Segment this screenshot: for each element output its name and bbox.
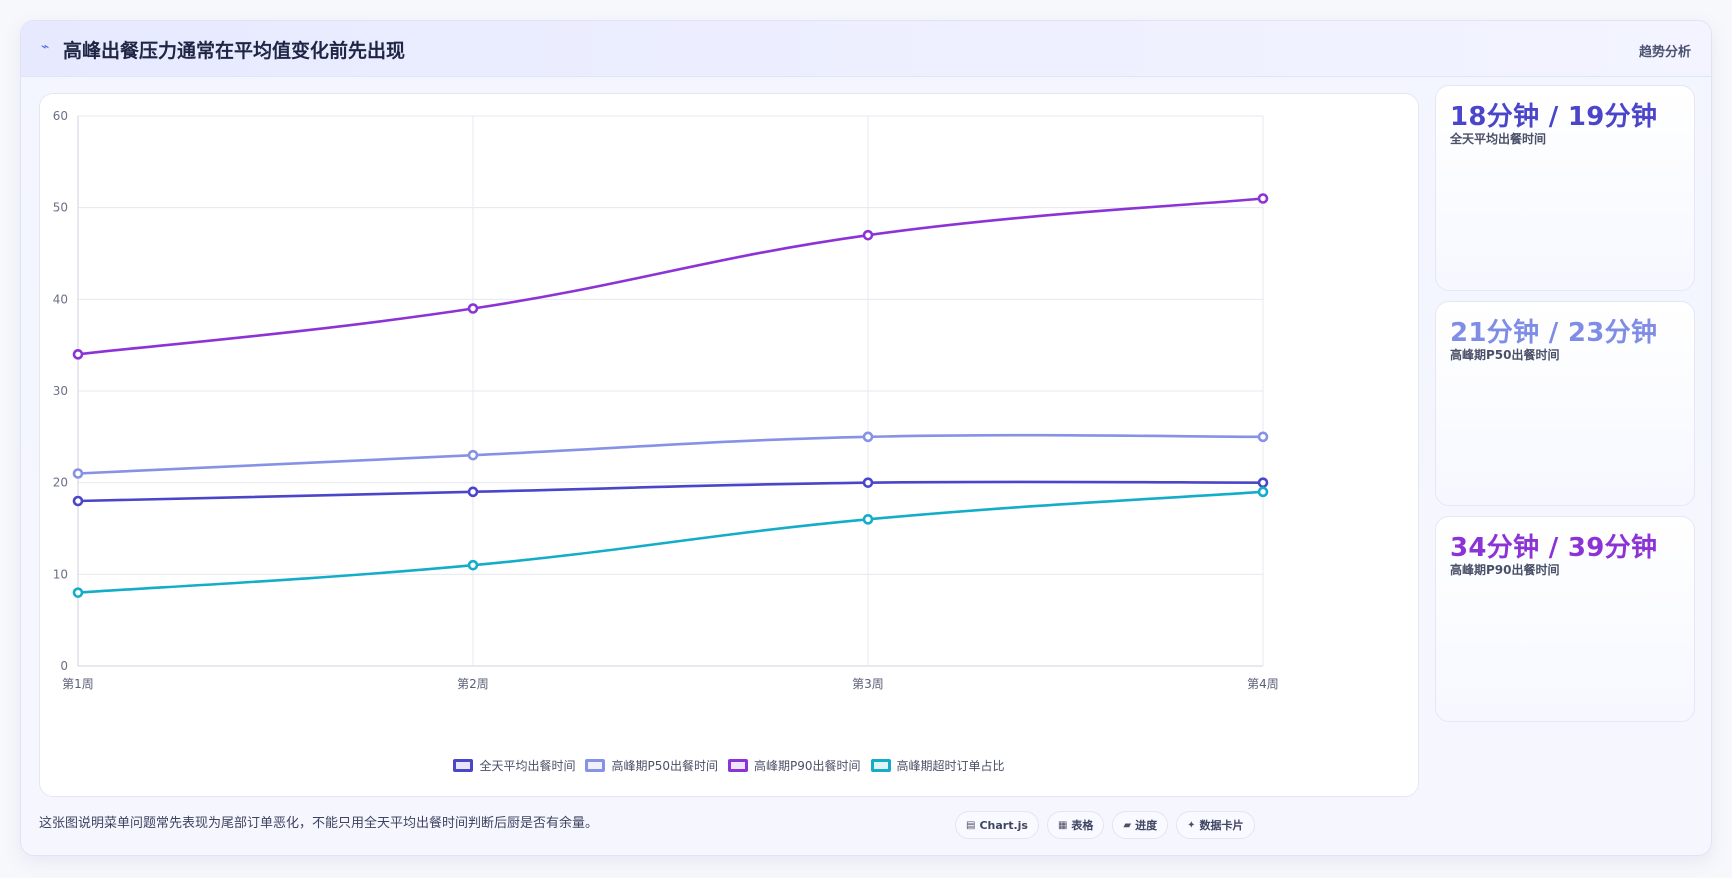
chartjs-pill[interactable]: ▤ Chart.js xyxy=(955,811,1039,839)
stat-card-avg: 18分钟 / 19分钟 全天平均出餐时间 xyxy=(1435,85,1695,291)
data-point xyxy=(1257,486,1269,498)
legend-swatch xyxy=(453,759,474,772)
stat-label: 全天平均出餐时间 xyxy=(1450,132,1547,146)
chart-icon: ▤ xyxy=(966,819,976,831)
data-point xyxy=(72,587,84,598)
stat-label: 高峰期P50出餐时间 xyxy=(1450,348,1560,362)
chart-legend: 全天平均出餐时间 高峰期P50出餐时间 高峰期P90出餐时间 高峰期超时订单占比 xyxy=(40,757,1418,775)
data-point xyxy=(72,349,84,360)
x-tick-label: 第1周 xyxy=(62,677,94,691)
table-icon: ▦ xyxy=(1057,819,1068,831)
series-line-3 xyxy=(77,490,1264,594)
legend-label: 高峰期P90出餐时间 xyxy=(754,759,861,773)
y-tick-label: 0 xyxy=(60,659,68,673)
data-point xyxy=(862,514,874,525)
legend-swatch xyxy=(585,759,606,772)
stat-value: 21分钟 / 23分钟 xyxy=(1450,318,1658,348)
data-point xyxy=(862,229,874,241)
pill-label: 进度 xyxy=(1135,819,1158,832)
data-point xyxy=(862,431,874,443)
x-tick-label: 第4周 xyxy=(1247,677,1279,691)
footer-note: 这张图说明菜单问题常先表现为尾部订单恶化，不能只用全天平均出餐时间判断后厨是否有… xyxy=(39,816,599,831)
card-header: ⌁ 高峰出餐压力通常在平均值变化前先出现 趋势分析 xyxy=(21,21,1711,77)
progress-icon: ▰ xyxy=(1123,819,1132,831)
data-card-pill[interactable]: ✦ 数据卡片 xyxy=(1176,811,1255,839)
legend-item[interactable]: 全天平均出餐时间 xyxy=(453,757,575,774)
data-point xyxy=(862,477,874,488)
stat-card-p90: 34分钟 / 39分钟 高峰期P90出餐时间 xyxy=(1435,516,1695,722)
y-tick-label: 30 xyxy=(53,384,68,398)
data-point xyxy=(467,449,479,461)
progress-pill[interactable]: ▰ 进度 xyxy=(1112,811,1169,839)
y-tick-label: 10 xyxy=(53,567,68,581)
legend-label: 高峰期P50出餐时间 xyxy=(611,759,718,773)
table-pill[interactable]: ▦ 表格 xyxy=(1046,811,1105,839)
data-point xyxy=(72,495,84,507)
series-line-0 xyxy=(77,480,1264,503)
stat-card-p50: 21分钟 / 23分钟 高峰期P50出餐时间 xyxy=(1435,301,1695,506)
legend-item[interactable]: 高峰期P50出餐时间 xyxy=(585,757,718,774)
series-line-1 xyxy=(77,433,1264,475)
card-title: 高峰出餐压力通常在平均值变化前先出现 xyxy=(63,40,406,62)
legend-swatch xyxy=(728,759,748,772)
data-point xyxy=(1257,477,1269,488)
x-tick-label: 第3周 xyxy=(852,677,884,691)
data-point xyxy=(467,559,479,571)
y-tick-label: 20 xyxy=(53,476,68,490)
data-point xyxy=(467,303,479,314)
y-tick-label: 60 xyxy=(53,109,68,123)
legend-swatch xyxy=(870,759,891,772)
pill-label: Chart.js xyxy=(979,818,1028,832)
y-tick-label: 40 xyxy=(53,292,68,306)
pill-label: 数据卡片 xyxy=(1199,819,1244,832)
series-line-2 xyxy=(77,197,1264,356)
stat-label: 高峰期P90出餐时间 xyxy=(1450,563,1560,577)
data-point xyxy=(1257,193,1269,204)
x-tick-label: 第2周 xyxy=(457,677,489,691)
chart-panel: 0 10 20 30 40 50 60 第1周 第2周 第3周 第4周 全天平均出餐时间 高峰期P50… xyxy=(39,93,1419,797)
legend-label: 全天平均出餐时间 xyxy=(479,759,576,773)
trend-card: ⌁ 高峰出餐压力通常在平均值变化前先出现 趋势分析 0 10 20 30 40 50 60 第… xyxy=(20,20,1712,856)
legend-item[interactable]: 高峰期超时订单占比 xyxy=(870,757,1005,774)
data-point xyxy=(467,486,479,498)
data-point xyxy=(1257,431,1269,443)
line-chart: 0 10 20 30 40 50 60 第1周 第2周 第3周 第4周 xyxy=(53,109,1279,691)
legend-label: 高峰期超时订单占比 xyxy=(896,759,1005,773)
stat-value: 34分钟 / 39分钟 xyxy=(1450,533,1658,563)
y-tick-label: 50 xyxy=(53,201,68,215)
stat-value: 18分钟 / 19分钟 xyxy=(1450,102,1658,132)
lightning-icon: ⌁ xyxy=(41,39,50,55)
pill-label: 表格 xyxy=(1071,819,1094,832)
legend-item[interactable]: 高峰期P90出餐时间 xyxy=(728,757,861,774)
view-options: ▤ Chart.js ▦ 表格 ▰ 进度 ✦ 数据卡片 xyxy=(955,811,1255,839)
sparkle-icon: ✦ xyxy=(1187,819,1196,831)
trend-analysis-tag: 趋势分析 xyxy=(1638,45,1691,60)
data-point xyxy=(72,468,84,479)
